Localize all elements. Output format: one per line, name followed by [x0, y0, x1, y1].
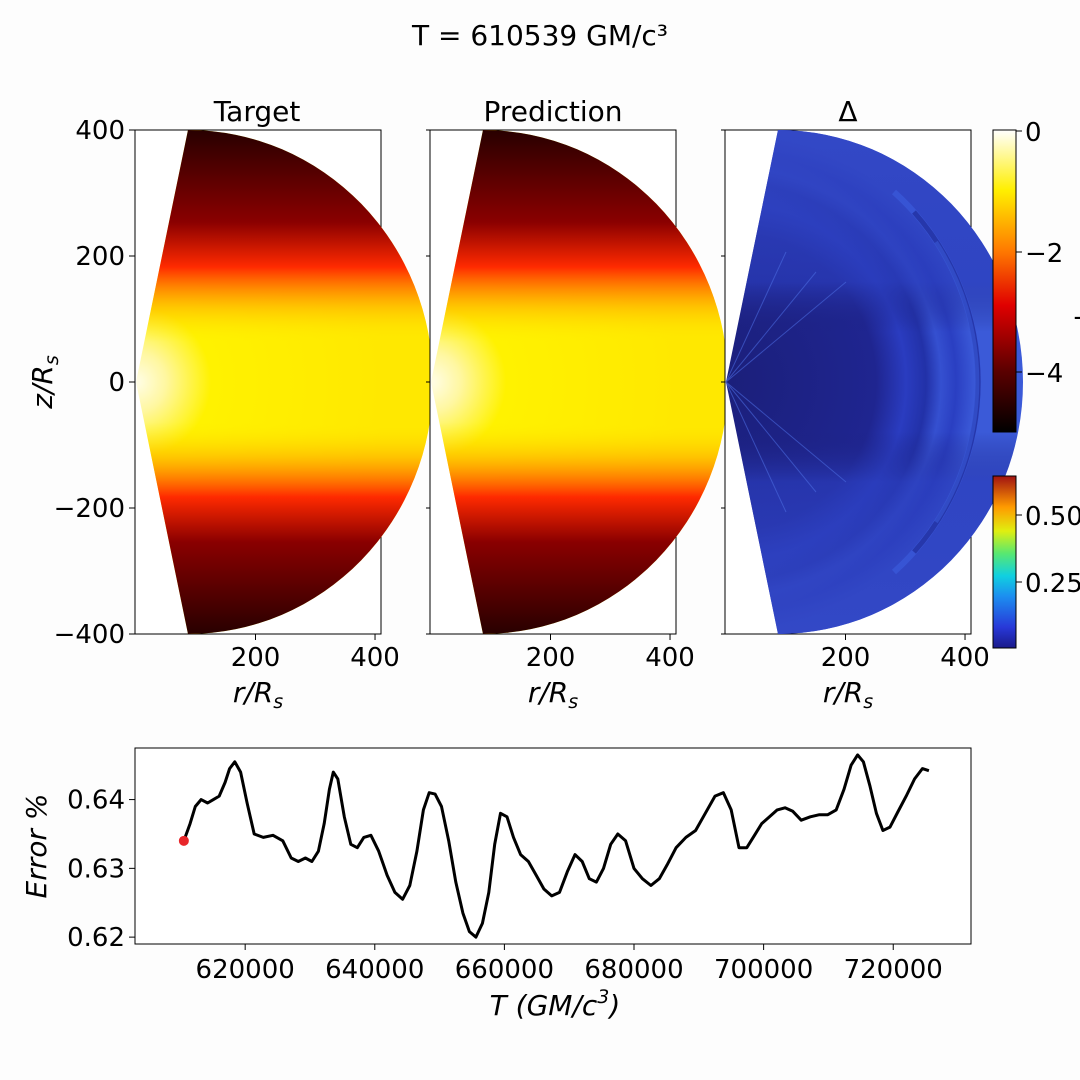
- colorbar-delta-bar: [992, 475, 1017, 649]
- panel-delta: Δ: [724, 95, 1023, 635]
- delta-shading: [726, 130, 1023, 634]
- x-tick-label: 400: [940, 643, 990, 673]
- y-tick-label: 400: [75, 116, 125, 146]
- r-axis-label: r/Rs: [528, 676, 578, 713]
- figure-title: T = 610539 GM/c³: [411, 19, 668, 52]
- delta-ring: [934, 240, 980, 524]
- x-tick-label: 620000: [196, 955, 295, 985]
- x-tick-label: 400: [350, 643, 400, 673]
- y-tick-label: 0: [108, 368, 125, 398]
- x-tick-label: 400: [645, 643, 695, 673]
- z-axis-label: z/Rs: [26, 355, 63, 410]
- delta-ray: [725, 281, 847, 383]
- y-tick-label: 0.64: [67, 786, 125, 816]
- error-chart: 0.62 0.63 0.64 620000 640000 660000 680000 7000…: [20, 747, 972, 1022]
- delta-ray: [725, 381, 847, 483]
- colorbar-tick-label: 0: [1025, 118, 1042, 148]
- x-tick-label: 680000: [584, 955, 683, 985]
- field-shading: [136, 130, 433, 634]
- x-tick-label: 200: [821, 643, 871, 673]
- panel-title: Target: [213, 95, 301, 128]
- panel-title: Prediction: [483, 95, 622, 128]
- panel-title: Δ: [838, 95, 857, 128]
- colorbar-delta: 0.50 0.25: [992, 475, 1080, 649]
- y-tick-label: 0.62: [67, 923, 125, 953]
- x-tick-label: 700000: [714, 955, 813, 985]
- delta-ray: [725, 381, 787, 513]
- y-tick-label: 200: [75, 242, 125, 272]
- colorbar-label-partial: −: [1072, 303, 1080, 333]
- y-tick-label: 0.63: [67, 854, 125, 884]
- error-y-label: Error %: [20, 794, 53, 899]
- colorbar-tick-label: −4: [1025, 359, 1063, 389]
- delta-ray: [725, 381, 817, 493]
- r-axis-label: r/Rs: [823, 676, 873, 713]
- colorbar-tick-label: 0.50: [1025, 502, 1080, 532]
- x-tick-label: 200: [526, 643, 576, 673]
- delta-ray: [725, 251, 787, 383]
- colorbar-tick-label: 0.25: [1025, 569, 1080, 599]
- field-shading: [431, 130, 728, 634]
- delta-ray: [725, 271, 817, 383]
- error-line: [182, 753, 930, 939]
- colorbar-tick-label: −2: [1025, 239, 1063, 269]
- panel-target: Target: [134, 95, 433, 635]
- y-tick-label: −400: [54, 620, 125, 650]
- colorbar-main: 0 −2 −4 −: [992, 118, 1080, 433]
- current-time-marker: [178, 835, 189, 846]
- x-tick-label: 660000: [455, 955, 554, 985]
- x-tick-label: 720000: [844, 955, 943, 985]
- panel-prediction: Prediction: [429, 95, 728, 635]
- r-axis-label: r/Rs: [233, 676, 283, 713]
- y-axis: 400 200 0 −200 −400 z/Rs: [26, 116, 725, 650]
- x-tick-label: 200: [231, 643, 281, 673]
- x-tick-label: 640000: [325, 955, 424, 985]
- error-x-label: T (GM/c3): [490, 986, 621, 1022]
- y-tick-label: −200: [54, 494, 125, 524]
- error-chart-frame: [134, 747, 972, 945]
- colorbar-main-bar: [992, 129, 1017, 433]
